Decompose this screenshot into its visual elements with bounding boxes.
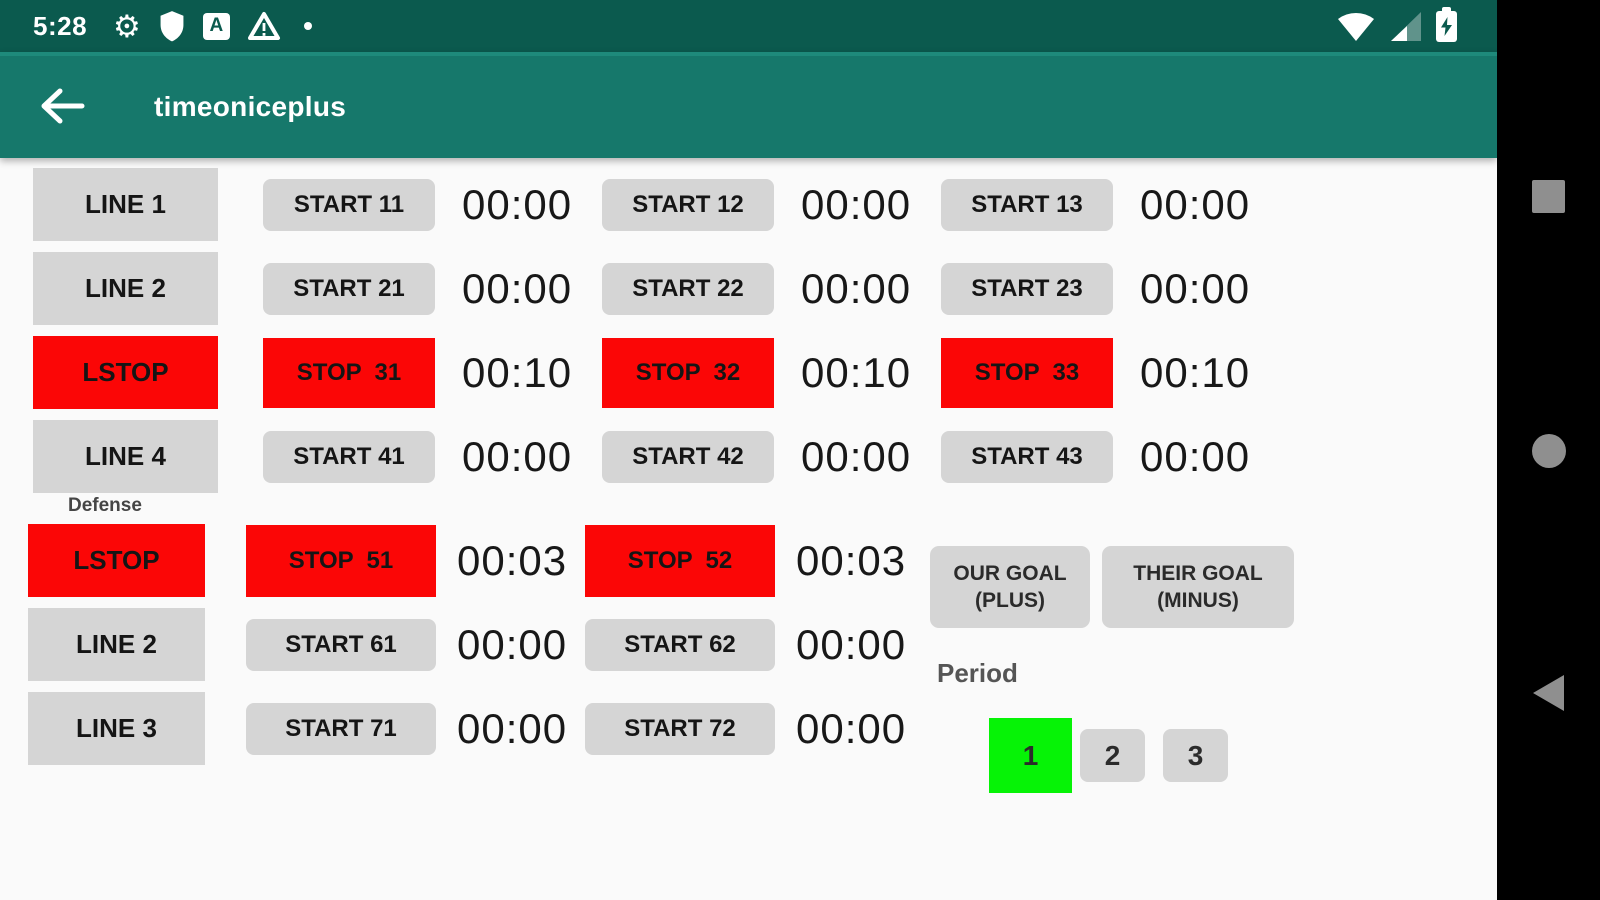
- timer-72: 00:00: [796, 704, 907, 752]
- timer-12: 00:00: [801, 180, 912, 228]
- timer-51: 00:03: [457, 536, 568, 584]
- start-72-button[interactable]: START 72: [585, 702, 775, 755]
- warning-triangle-icon: [247, 11, 281, 41]
- timer-23: 00:00: [1140, 264, 1251, 312]
- start-22-button[interactable]: START 22: [602, 262, 774, 315]
- line-row: LINE 4 START 41 00:00 START 42 00:00 STA…: [33, 420, 1250, 493]
- status-bar: 5:28 ⚙ A: [0, 0, 1497, 52]
- period-3-button[interactable]: 3: [1163, 729, 1228, 782]
- timer-31: 00:10: [462, 348, 573, 396]
- timer-21: 00:00: [462, 264, 573, 312]
- start-11-button[interactable]: START 11: [263, 178, 435, 231]
- line-1-button[interactable]: LINE 1: [33, 168, 218, 241]
- back-triangle-icon: [1533, 675, 1564, 711]
- our-goal-plus-button[interactable]: OUR GOAL (PLUS): [930, 546, 1090, 628]
- start-43-button[interactable]: START 43: [941, 430, 1113, 483]
- stop-32-button[interactable]: STOP 32: [602, 337, 774, 408]
- page-title: timeoniceplus: [154, 91, 347, 122]
- android-back-button[interactable]: [1497, 653, 1600, 733]
- start-41-button[interactable]: START 41: [263, 430, 435, 483]
- start-21-button[interactable]: START 21: [263, 262, 435, 315]
- our-goal-label-line2: (PLUS): [975, 589, 1045, 612]
- shield-icon: [158, 10, 186, 42]
- forwards-grid: LINE 1 START 11 00:00 START 12 00:00 STA…: [33, 168, 1250, 504]
- lstop-forwards-button[interactable]: LSTOP: [33, 336, 218, 409]
- arrow-left-icon: [40, 86, 86, 129]
- line-row: LINE 3 START 71 00:00 START 72 00:00: [28, 692, 906, 765]
- battery-icon: [1436, 6, 1457, 42]
- timer-62: 00:00: [796, 620, 907, 668]
- line-row: LINE 1 START 11 00:00 START 12 00:00 STA…: [33, 168, 1250, 241]
- their-goal-minus-button[interactable]: THEIR GOAL (MINUS): [1102, 546, 1294, 628]
- android-nav-bar: [1497, 0, 1600, 900]
- recents-button[interactable]: [1497, 156, 1600, 236]
- timer-33: 00:10: [1140, 348, 1251, 396]
- clock: 5:28: [33, 10, 88, 41]
- timer-41: 00:00: [462, 432, 573, 480]
- home-button[interactable]: [1497, 411, 1600, 491]
- dot-notification-icon: [303, 22, 312, 30]
- timer-61: 00:00: [457, 620, 568, 668]
- stop-33-button[interactable]: STOP 33: [941, 337, 1113, 408]
- status-notification-icons: ⚙ A: [113, 10, 312, 42]
- stop-52-button[interactable]: STOP 52: [585, 524, 775, 597]
- home-circle-icon: [1531, 434, 1566, 468]
- start-42-button[interactable]: START 42: [602, 430, 774, 483]
- wifi-icon: [1336, 10, 1376, 42]
- timer-11: 00:00: [462, 180, 573, 228]
- their-goal-label-line1: THEIR GOAL: [1133, 561, 1263, 585]
- timer-52: 00:03: [796, 536, 907, 584]
- start-12-button[interactable]: START 12: [602, 178, 774, 231]
- main-content: LINE 1 START 11 00:00 START 12 00:00 STA…: [0, 158, 1497, 900]
- timer-32: 00:10: [801, 348, 912, 396]
- period-2-button[interactable]: 2: [1080, 729, 1145, 782]
- timer-71: 00:00: [457, 704, 568, 752]
- stop-row: LSTOP STOP 31 00:10 STOP 32 00:10 STOP 3…: [33, 336, 1250, 409]
- line-row: LINE 2 START 61 00:00 START 62 00:00: [28, 608, 906, 681]
- letter-a-icon: A: [202, 12, 230, 40]
- stop-31-button[interactable]: STOP 31: [263, 337, 435, 408]
- defense-grid: LSTOP STOP 51 00:03 STOP 52 00:03 LINE 2…: [28, 524, 906, 776]
- lstop-defense-button[interactable]: LSTOP: [28, 524, 205, 597]
- defense-line-2-button[interactable]: LINE 2: [28, 608, 205, 681]
- start-61-button[interactable]: START 61: [246, 618, 436, 671]
- start-13-button[interactable]: START 13: [941, 178, 1113, 231]
- timer-42: 00:00: [801, 432, 912, 480]
- back-arrow-button[interactable]: [38, 82, 88, 132]
- recents-square-icon: [1532, 179, 1565, 213]
- our-goal-label-line1: OUR GOAL: [953, 561, 1067, 585]
- defense-line-3-button[interactable]: LINE 3: [28, 692, 205, 765]
- start-62-button[interactable]: START 62: [585, 618, 775, 671]
- line-2-button[interactable]: LINE 2: [33, 252, 218, 325]
- period-1-button[interactable]: 1: [989, 718, 1072, 793]
- start-71-button[interactable]: START 71: [246, 702, 436, 755]
- stop-51-button[interactable]: STOP 51: [246, 524, 436, 597]
- cell-signal-icon: [1389, 10, 1423, 42]
- timer-43: 00:00: [1140, 432, 1251, 480]
- status-system-icons: [1336, 0, 1457, 52]
- period-label: Period: [937, 658, 1018, 688]
- start-23-button[interactable]: START 23: [941, 262, 1113, 315]
- their-goal-label-line2: (MINUS): [1157, 589, 1239, 612]
- line-row: LINE 2 START 21 00:00 START 22 00:00 STA…: [33, 252, 1250, 325]
- defense-section-label: Defense: [68, 495, 142, 516]
- line-4-button[interactable]: LINE 4: [33, 420, 218, 493]
- settings-gear-icon: ⚙: [113, 8, 141, 44]
- stop-row: LSTOP STOP 51 00:03 STOP 52 00:03: [28, 524, 906, 597]
- timer-13: 00:00: [1140, 180, 1251, 228]
- timer-22: 00:00: [801, 264, 912, 312]
- app-bar: timeoniceplus: [0, 52, 1497, 158]
